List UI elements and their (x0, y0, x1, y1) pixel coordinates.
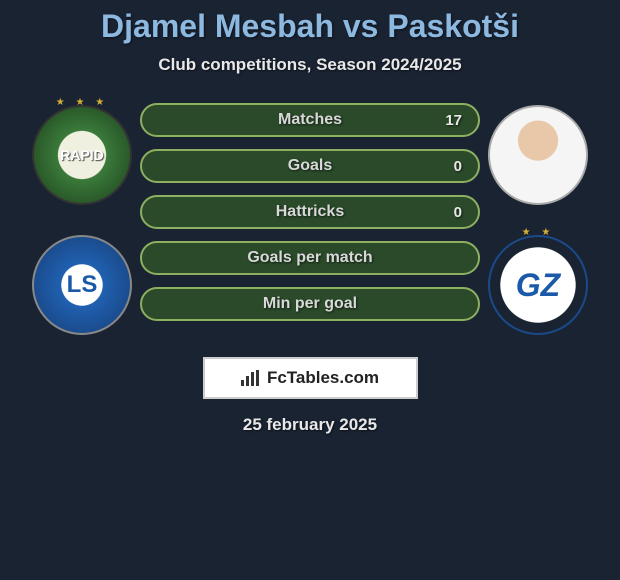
comparison-date: 25 february 2025 (0, 415, 620, 435)
stats-column: Matches 17 Goals 0 Hattricks 0 Goals per… (140, 95, 480, 321)
stat-value: 0 (454, 204, 462, 221)
main-comparison-area: ★ ★ ★ RAPID LS Matches 17 Goals 0 Hattri… (0, 95, 620, 335)
stat-bar-hattricks: Hattricks 0 (140, 195, 480, 229)
stat-bar-matches: Matches 17 (140, 103, 480, 137)
stat-label: Goals (288, 157, 332, 175)
stat-value: 0 (454, 158, 462, 175)
brand-attribution: FcTables.com (203, 357, 418, 399)
player-photo (488, 105, 588, 205)
brand-text: FcTables.com (267, 368, 379, 388)
club-badge-label: RAPID (60, 147, 104, 163)
stat-bar-goals: Goals 0 (140, 149, 480, 183)
stat-bar-goals-per-match: Goals per match (140, 241, 480, 275)
club-badge-rapid: ★ ★ ★ RAPID (32, 105, 132, 205)
club-badge-label: GZ (516, 267, 560, 304)
left-avatar-column: ★ ★ ★ RAPID LS (32, 95, 132, 335)
chart-icon (241, 370, 261, 386)
stars-icon: ★ ★ ★ (56, 97, 108, 108)
club-badge-label: LS (67, 271, 98, 299)
stat-label: Min per goal (263, 295, 357, 313)
stars-icon: ★ ★ (522, 227, 555, 238)
stat-bar-min-per-goal: Min per goal (140, 287, 480, 321)
stat-value: 17 (445, 112, 462, 129)
season-subtitle: Club competitions, Season 2024/2025 (0, 55, 620, 75)
stat-label: Matches (278, 111, 342, 129)
stat-label: Goals per match (247, 249, 372, 267)
right-avatar-column: ★ ★ GZ (488, 95, 588, 335)
comparison-title: Djamel Mesbah vs Paskotši (0, 8, 620, 45)
club-badge-grasshoppers: ★ ★ GZ (488, 235, 588, 335)
club-badge-lausanne: LS (32, 235, 132, 335)
stat-label: Hattricks (276, 203, 344, 221)
